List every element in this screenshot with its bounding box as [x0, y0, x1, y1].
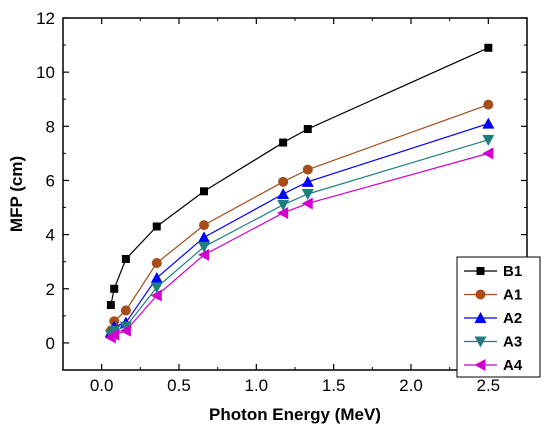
data-point-a4 [301, 197, 313, 210]
legend-label-a4: A4 [503, 357, 523, 374]
x-tick-label: 0.5 [167, 376, 191, 395]
data-point-b1 [279, 138, 288, 147]
series-line-a4 [110, 152, 489, 338]
y-axis-title: MFP (cm) [7, 156, 26, 232]
data-point-a3 [277, 199, 290, 211]
data-point-b1 [110, 284, 119, 293]
series-b1 [106, 43, 493, 310]
x-tick-label: 0.0 [90, 376, 114, 395]
legend-marker-b1 [476, 267, 485, 275]
data-point-a4 [119, 324, 131, 337]
x-tick-label: 1.0 [245, 376, 269, 395]
legend-marker-a4 [474, 359, 486, 371]
legend-marker-a1 [475, 289, 486, 300]
data-point-a4 [482, 147, 494, 160]
series-layer [104, 43, 495, 344]
y-tick-label: 10 [36, 63, 55, 82]
legend-label-a1: A1 [503, 287, 522, 304]
data-point-a4 [198, 248, 210, 261]
data-point-a1 [151, 258, 162, 269]
data-point-a3 [301, 189, 314, 200]
data-point-a4 [108, 328, 120, 341]
data-point-a1 [199, 220, 210, 231]
data-point-a1 [278, 176, 289, 187]
data-point-a3 [108, 325, 121, 337]
legend-label-a3: A3 [503, 334, 522, 351]
series-line-b1 [110, 47, 489, 306]
data-point-a2 [301, 175, 314, 187]
y-tick-label: 4 [46, 226, 55, 245]
data-point-a2 [482, 117, 495, 129]
legend: B1 A1 A2 A3 A4 [456, 256, 541, 378]
legend-marker-a2 [474, 312, 487, 323]
legend-box [456, 256, 541, 378]
series-line-a2 [110, 123, 489, 333]
y-tick-label: 12 [36, 9, 55, 28]
series-line-a1 [110, 104, 489, 331]
data-point-a3 [150, 282, 163, 294]
y-tick-label: 0 [46, 334, 55, 353]
data-point-b1 [152, 222, 161, 231]
data-point-b1 [303, 125, 312, 134]
x-tick-label: 2.5 [477, 376, 501, 395]
data-point-a1 [483, 99, 494, 110]
x-axis-title: Photon Energy (MeV) [209, 405, 381, 424]
series-a4 [104, 147, 494, 344]
y-axis: 0 2 4 6 8 10 12 [36, 9, 527, 353]
x-axis: 0.0 0.5 1.0 1.5 2.0 2.5 [62, 18, 528, 395]
data-point-a2 [277, 188, 290, 199]
data-point-a1 [120, 305, 131, 316]
x-tick-label: 1.5 [322, 376, 346, 395]
data-point-a1 [302, 164, 313, 175]
legend-label-a2: A2 [503, 310, 522, 327]
y-tick-label: 2 [46, 280, 55, 299]
series-a3 [104, 134, 495, 341]
legend-label-b1: B1 [503, 263, 522, 280]
data-point-a2 [198, 231, 211, 243]
data-point-a3 [198, 241, 211, 253]
y-tick-label: 6 [46, 171, 55, 190]
data-point-b1 [106, 301, 115, 310]
data-point-a4 [150, 289, 162, 302]
data-point-a3 [119, 321, 132, 333]
data-point-a3 [482, 134, 495, 146]
series-a2 [104, 117, 495, 338]
x-tick-label: 2.0 [399, 376, 423, 395]
data-point-a2 [150, 271, 163, 283]
data-point-a4 [277, 206, 289, 219]
data-point-b1 [484, 43, 493, 52]
series-a1 [105, 99, 494, 336]
data-point-b1 [200, 187, 209, 196]
data-point-b1 [121, 254, 130, 263]
legend-marker-a3 [474, 336, 487, 348]
y-tick-label: 8 [46, 117, 55, 136]
